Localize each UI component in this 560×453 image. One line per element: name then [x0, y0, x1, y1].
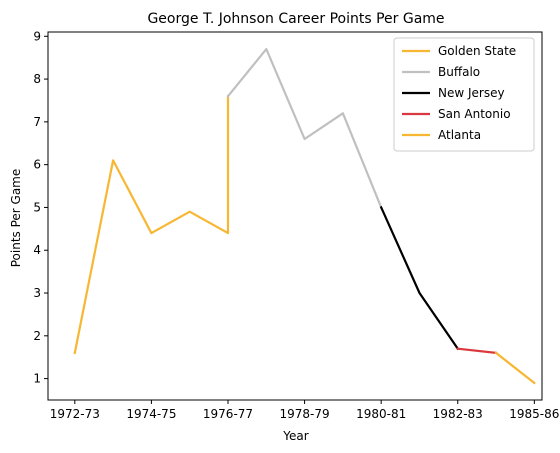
- x-tick-label: 1982-83: [433, 407, 483, 421]
- x-tick-label: 1985-86: [509, 407, 559, 421]
- y-tick-label: 4: [33, 243, 41, 257]
- x-tick-label: 1978-79: [280, 407, 330, 421]
- plot-area: 1972-73 1974-75 1976-77 1978-79 1980-81 1982-…: [33, 29, 559, 421]
- y-tick-label: 1: [33, 372, 41, 386]
- series-line-new-jersey: [379, 205, 460, 351]
- y-tick-label: 8: [33, 72, 41, 86]
- x-tick-label: 1980-81: [356, 407, 406, 421]
- chart-title: George T. Johnson Career Points Per Game: [147, 11, 444, 27]
- series-line-buffalo: [226, 47, 383, 209]
- plot-frame: [47, 31, 543, 401]
- legend-label: New Jersey: [438, 86, 505, 100]
- legend-label: Atlanta: [438, 128, 481, 142]
- y-tick-label: 2: [33, 329, 41, 343]
- legend-label: Golden State: [438, 44, 516, 58]
- x-tick-label: 1976-77: [203, 407, 253, 421]
- y-tick-label: 3: [33, 286, 41, 300]
- series-line-san-antonio: [456, 347, 498, 355]
- series-line-golden-state: [73, 95, 230, 355]
- x-tick-label: 1974-75: [126, 407, 176, 421]
- x-tick-label: 1972-73: [50, 407, 100, 421]
- series-line-atlanta: [494, 351, 536, 385]
- y-tick-label: 6: [33, 158, 41, 172]
- y-tick-label: 9: [33, 29, 41, 43]
- legend-box: [393, 37, 535, 152]
- legend-label: San Antonio: [438, 107, 511, 121]
- legend: Golden State Buffalo New Jersey San Antonio…: [393, 37, 535, 152]
- x-axis-title: Year: [282, 429, 308, 443]
- y-axis-title: Points Per Game: [9, 169, 23, 268]
- y-tick-label: 5: [33, 200, 41, 214]
- y-tick-label: 7: [33, 115, 41, 129]
- legend-label: Buffalo: [438, 65, 480, 79]
